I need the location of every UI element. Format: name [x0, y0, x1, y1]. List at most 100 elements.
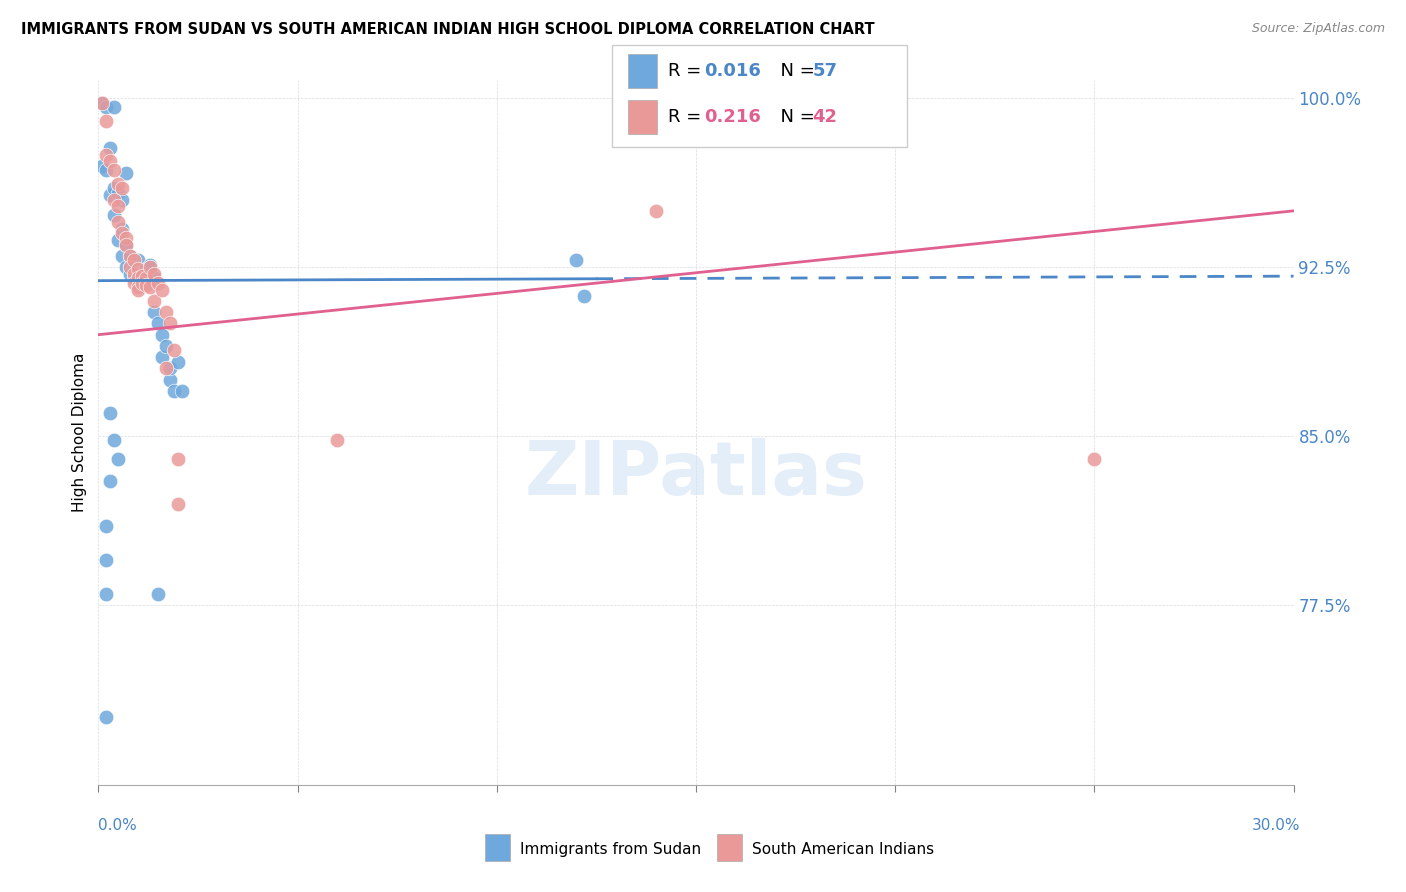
Point	[96, 163, 118, 178]
Point	[131, 269, 153, 284]
Point	[127, 253, 149, 268]
Point	[103, 208, 125, 222]
Point	[91, 159, 114, 173]
Point	[111, 249, 134, 263]
Point	[163, 343, 186, 358]
Point	[155, 339, 177, 353]
Text: R =: R =	[668, 62, 707, 79]
Point	[139, 274, 162, 288]
Point	[96, 147, 118, 161]
Point	[155, 305, 177, 319]
Text: IMMIGRANTS FROM SUDAN VS SOUTH AMERICAN INDIAN HIGH SCHOOL DIPLOMA CORRELATION C: IMMIGRANTS FROM SUDAN VS SOUTH AMERICAN …	[21, 22, 875, 37]
Point	[150, 327, 173, 342]
Point	[148, 586, 170, 600]
Point	[111, 181, 134, 195]
Point	[139, 258, 162, 272]
Point	[98, 407, 122, 421]
Text: 0.216: 0.216	[704, 108, 761, 126]
Point	[120, 260, 142, 274]
Point	[103, 100, 125, 114]
Text: ZIPatlas: ZIPatlas	[524, 438, 868, 511]
Text: Source: ZipAtlas.com: Source: ZipAtlas.com	[1251, 22, 1385, 36]
Point	[159, 317, 181, 331]
Point	[143, 305, 166, 319]
Point	[159, 361, 181, 376]
Point	[103, 181, 125, 195]
Point	[120, 249, 142, 263]
Point	[120, 267, 142, 281]
Point	[111, 227, 134, 241]
Point	[139, 260, 162, 274]
Point	[127, 271, 149, 285]
Point	[167, 451, 190, 466]
Point	[115, 237, 138, 252]
Point	[115, 260, 138, 274]
Point	[565, 253, 588, 268]
Point	[143, 271, 166, 285]
Point	[96, 113, 118, 128]
Point	[91, 95, 114, 110]
Point	[135, 271, 157, 285]
Point	[131, 276, 153, 290]
Point	[150, 283, 173, 297]
Point	[163, 384, 186, 398]
Point	[1083, 451, 1105, 466]
Point	[127, 283, 149, 297]
Point	[107, 186, 129, 200]
Point	[574, 289, 596, 303]
Text: N =: N =	[769, 108, 821, 126]
Point	[96, 553, 118, 567]
Point	[103, 163, 125, 178]
Point	[115, 231, 138, 245]
Point	[127, 280, 149, 294]
Text: 57: 57	[813, 62, 838, 79]
Point	[155, 361, 177, 376]
Text: 30.0%: 30.0%	[1253, 818, 1301, 832]
Point	[127, 265, 149, 279]
Point	[107, 199, 129, 213]
Point	[115, 237, 138, 252]
Point	[98, 188, 122, 202]
Point	[107, 451, 129, 466]
Point	[148, 317, 170, 331]
Point	[107, 215, 129, 229]
Point	[96, 586, 118, 600]
Text: 0.0%: 0.0%	[98, 818, 138, 832]
Point	[124, 269, 146, 284]
Text: N =: N =	[769, 62, 821, 79]
Point	[120, 260, 142, 274]
Point	[107, 177, 129, 191]
Point	[143, 267, 166, 281]
Point	[124, 267, 146, 281]
Point	[139, 260, 162, 274]
Point	[96, 710, 118, 724]
Point	[111, 222, 134, 236]
Point	[98, 474, 122, 488]
Point	[115, 165, 138, 179]
Point	[645, 203, 668, 218]
Point	[120, 249, 142, 263]
Point	[124, 276, 146, 290]
Y-axis label: High School Diploma: High School Diploma	[72, 353, 87, 512]
Point	[135, 271, 157, 285]
Point	[124, 253, 146, 268]
Point	[127, 262, 149, 277]
Point	[96, 519, 118, 533]
Point	[167, 354, 190, 368]
Text: Immigrants from Sudan: Immigrants from Sudan	[520, 842, 702, 856]
Point	[131, 267, 153, 281]
Point	[135, 278, 157, 293]
Text: 42: 42	[813, 108, 838, 126]
Point	[326, 434, 349, 448]
Point	[98, 141, 122, 155]
Point	[150, 350, 173, 364]
Point	[167, 497, 190, 511]
Point	[159, 373, 181, 387]
Text: 0.016: 0.016	[704, 62, 761, 79]
Point	[96, 100, 118, 114]
Point	[124, 260, 146, 274]
Point	[107, 233, 129, 247]
Point	[103, 193, 125, 207]
Point	[135, 262, 157, 277]
Point	[172, 384, 194, 398]
